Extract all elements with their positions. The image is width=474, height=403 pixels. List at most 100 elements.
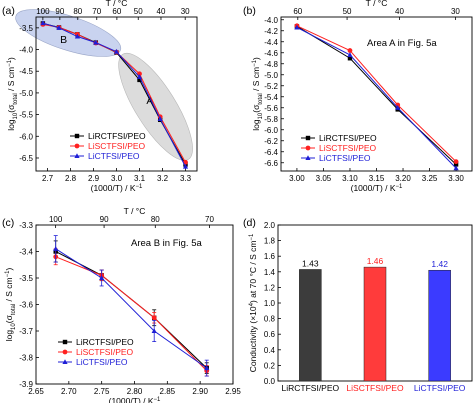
x-tick-label: 3.05 [316,174,332,183]
area-annotation: Area B in Fig. 5a [131,238,202,249]
top-tick-label: 60 [112,7,121,16]
legend-label: LiCTFSI/PEO [88,151,140,161]
x-tick-label: 2.65 [28,387,44,396]
top-tick-label: 40 [157,7,166,16]
data-point [347,56,353,61]
y-tick-label: 1.0 [264,299,276,308]
series-LiCTFSI/PEO [53,235,210,377]
legend-marker [74,143,80,149]
y-tick-label: -6.2 [264,137,278,146]
x-tick-label: 2.7 [42,174,54,183]
panel-d: 0.0 0.2 0.4 0.6 0.8 1.0 1.2 1.4 1.6 1.8 2.0 1.43 LiR… [243,217,473,393]
x-tick-label: 2.95 [225,387,241,396]
x-tick-label: 3.15 [369,174,385,183]
data-point [453,159,459,165]
data-point [347,52,353,57]
y-tick-label: 1.6 [264,252,276,261]
legend-label: LiRCTFSI/PEO [319,133,377,143]
x-axis-label: (1000/T) / K−1 [91,183,143,193]
y-tick-label: -5.2 [264,82,278,91]
legend-marker [305,155,311,160]
legend-label: LiCTFSI/PEO [76,357,128,367]
top-axis-label: T / °C [106,0,128,8]
annotation-b: B [60,34,67,46]
y-tick-label: -6.5 [19,154,33,163]
x-tick-label: 3.25 [422,174,438,183]
top-tick-label: 90 [100,215,109,224]
bar [428,269,451,382]
top-tick-label: 30 [451,7,460,16]
data-point [182,163,189,169]
y-axis-label: log10(σtotal / S cm−1) [4,268,17,342]
legend-label: LiSCTFSI/PEO [319,143,377,153]
top-axis-label: T / °C [366,0,388,8]
y-tick-label: -4.5 [19,67,33,76]
data-point [136,74,143,79]
panel-label: (b) [243,5,256,17]
legend-marker [74,153,80,158]
legend-marker [62,349,68,355]
data-point [56,25,62,30]
y-axis-label: log10(σtotal / S cm−1) [6,57,19,131]
data-point [113,48,120,54]
data-point [294,24,300,30]
data-point [53,246,59,251]
y-tick-label: -4.0 [264,16,278,25]
x-tick-label: 3.00 [289,174,305,183]
legend-marker [305,145,311,151]
panel-b: 3.00 3.05 3.10 3.15 3.20 3.25 3.30 -6.6 -6.4 -6.2… [243,0,473,193]
y-tick-label: 1.2 [264,283,276,292]
legend-label: LiCTFSI/PEO [319,153,371,163]
category-label: LiCTFSI/PEO [414,383,466,393]
y-tick-label: -3.3 [19,221,33,230]
y-tick-label: -3.7 [19,327,33,336]
legend-label: LiSCTFSI/PEO [76,347,134,357]
y-tick-label: -5.8 [264,115,278,124]
bar-value-label: 1.43 [302,258,319,268]
series-LiCTFSI/PEO [40,20,189,169]
series-line [55,256,208,372]
data-point [395,104,401,110]
y-tick-label: 1.8 [264,237,276,246]
y-tick-label: -3.4 [19,248,33,257]
x-tick-label: 3.10 [342,174,358,183]
top-tick-label: 30 [181,7,190,16]
panel-a: BA2.7 2.8 2.9 3.0 3.1 3.2 3.3-6.5-6.0-5.5-5.0-… [2,0,198,193]
category-label: LiRCTFSI/PEO [282,383,340,393]
legend-marker [62,359,68,364]
y-tick-label: 1.4 [264,268,276,277]
data-point [157,116,163,121]
legend-marker [62,339,68,345]
y-axis-label: Conductivity (×104) at 70 °C / S cm−1 [248,233,258,372]
top-tick-label: 50 [343,7,352,16]
x-tick-label: 3.3 [180,174,192,183]
panel-label: (c) [2,217,14,229]
x-tick-label: 2.8 [65,174,77,183]
data-point [204,365,210,371]
y-axis-label: log10(σtotal / S cm−1) [251,57,264,131]
y-tick-label: 2.0 [264,221,276,230]
series-line [296,25,457,165]
y-tick-label: -4.0 [19,46,33,55]
y-tick-label: -5.6 [264,104,278,113]
data-point [151,328,157,333]
data-point [453,162,459,167]
x-tick-label: 2.80 [127,387,143,396]
x-tick-label: 3.0 [111,174,123,183]
bar-value-label: 1.46 [367,256,384,266]
data-point [40,20,46,26]
x-axis-label: (1000/T) / K−1 [351,183,403,193]
panel-label: (a) [2,5,15,17]
x-tick-label: 2.90 [192,387,208,396]
series-line [296,25,457,163]
top-tick-label: 40 [395,7,404,16]
x-tick-label: 3.2 [157,174,169,183]
y-tick-label: 0.6 [264,330,276,339]
bar [363,266,387,382]
x-tick-label: 3.1 [134,174,146,183]
top-axis-label: T / °C [124,206,146,216]
y-tick-label: -4.6 [264,49,278,58]
top-tick-label: 100 [49,215,63,224]
y-tick-label: 0.8 [264,315,276,324]
